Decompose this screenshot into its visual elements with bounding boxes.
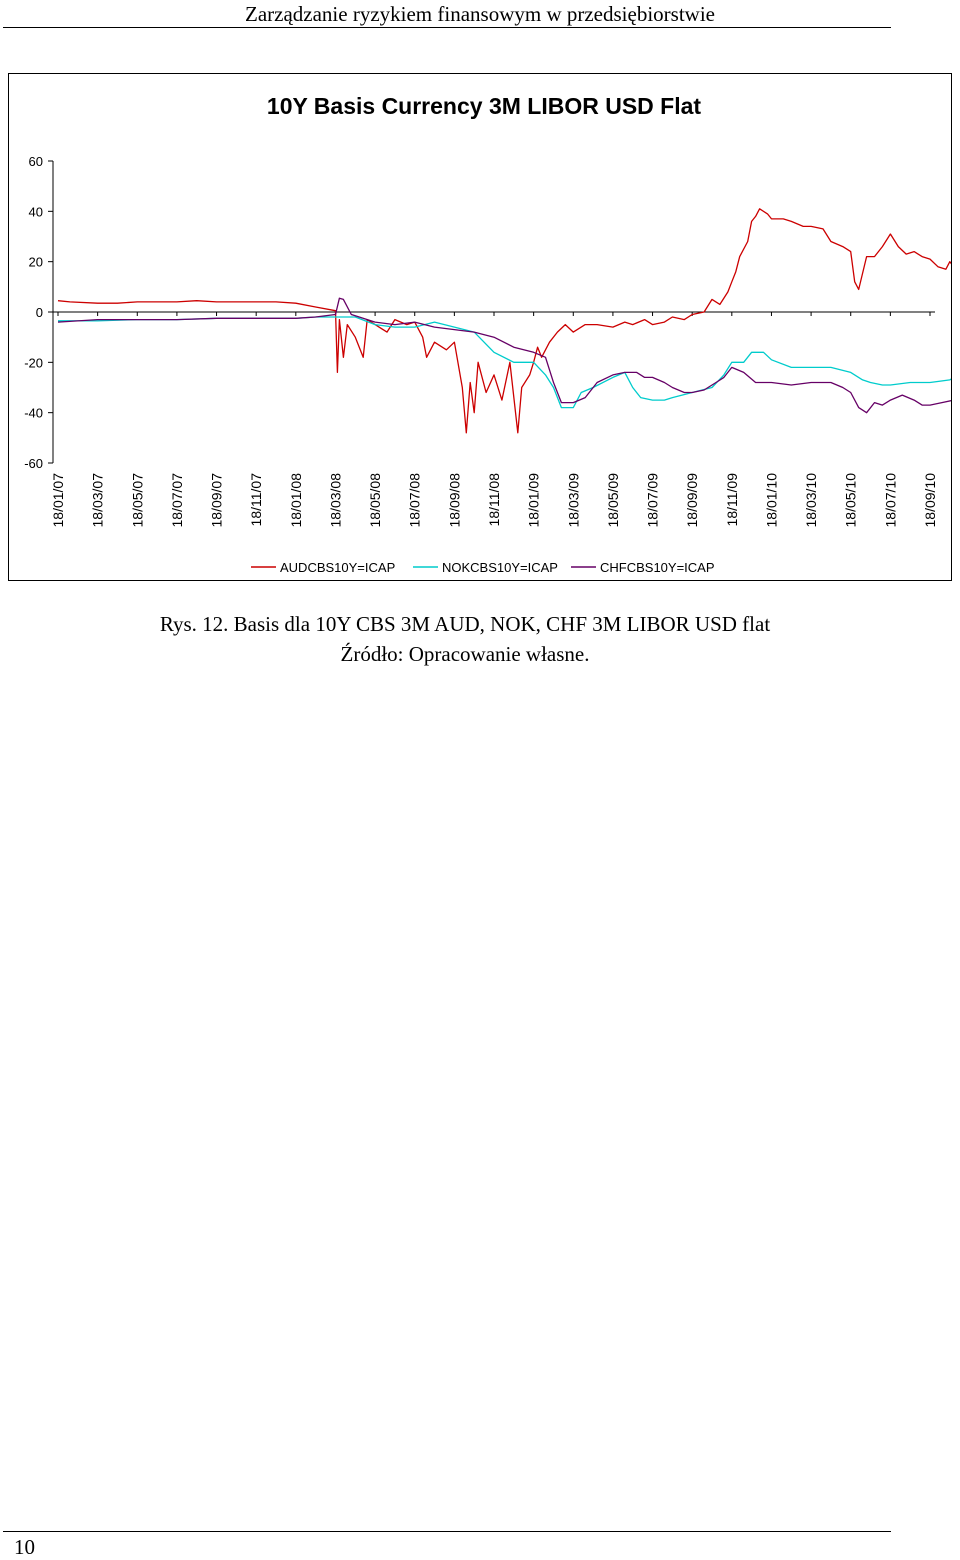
x-tick-label: 18/01/07	[50, 473, 66, 528]
x-axis: 18/01/07 18/03/07 18/05/07 18/07/07 18/09/07…	[50, 311, 938, 528]
x-tick-label: 18/07/08	[407, 473, 423, 528]
y-tick-label: 40	[29, 204, 43, 219]
x-tick-label: 18/03/08	[327, 473, 343, 528]
y-tick-label: -40	[24, 406, 43, 421]
basis-chart: 10Y Basis Currency 3M LIBOR USD Flat 60 4…	[24, 93, 951, 575]
x-tick-label: 18/09/09	[684, 473, 700, 528]
series-line-chfcbs10y-icap	[57, 297, 951, 414]
page-number: 10	[14, 1535, 35, 1559]
y-tick-label: 20	[29, 255, 43, 270]
x-tick-label: 18/07/10	[882, 473, 898, 528]
x-tick-label: 18/03/09	[565, 473, 581, 528]
x-tick-label: 18/11/07	[248, 473, 264, 527]
x-tick-label: 18/01/10	[763, 473, 779, 528]
footer-rule	[3, 1531, 891, 1532]
x-tick-label: 18/01/09	[526, 473, 542, 528]
x-tick-label: 18/05/09	[605, 473, 621, 528]
x-tick-label: 18/03/07	[90, 473, 106, 528]
y-tick-label: -20	[24, 355, 43, 370]
x-tick-label: 18/09/08	[446, 473, 462, 528]
y-tick-label: -60	[24, 456, 43, 471]
x-tick-label: 18/09/07	[209, 473, 225, 528]
figure-source: Źródło: Opracowanie własne.	[340, 642, 590, 666]
y-tick-label: 0	[36, 305, 43, 320]
x-tick-label: 18/03/10	[803, 473, 819, 528]
legend: AUDCBS10Y=ICAP NOKCBS10Y=ICAP CHFCBS10Y=IC…	[251, 560, 715, 575]
legend-label: NOKCBS10Y=ICAP	[442, 560, 558, 575]
y-tick-label: 60	[29, 154, 43, 169]
figure-caption: Rys. 12. Basis dla 10Y CBS 3M AUD, NOK, …	[159, 612, 771, 636]
y-axis: 60 40 20 0 -20 -40 -60	[24, 154, 54, 471]
x-tick-label: 18/09/10	[922, 473, 938, 528]
x-tick-label: 18/11/08	[486, 473, 502, 527]
x-tick-label: 18/05/07	[129, 473, 145, 528]
legend-label: AUDCBS10Y=ICAP	[280, 560, 395, 575]
plot-lines	[57, 208, 951, 434]
chart-title: 10Y Basis Currency 3M LIBOR USD Flat	[267, 93, 701, 119]
header-rule	[3, 27, 891, 28]
chart-frame: 10Y Basis Currency 3M LIBOR USD Flat 60 4…	[8, 73, 952, 581]
x-tick-label: 18/01/08	[288, 473, 304, 528]
x-tick-label: 18/07/07	[169, 473, 185, 528]
x-tick-label: 18/11/09	[724, 473, 740, 527]
x-tick-label: 18/07/09	[645, 473, 661, 528]
legend-label: CHFCBS10Y=ICAP	[600, 560, 715, 575]
series-line-audcbs10y-icap	[57, 208, 951, 434]
x-tick-label: 18/05/08	[367, 473, 383, 528]
page-header-title: Zarządzanie ryzykiem finansowym w przeds…	[245, 2, 715, 26]
x-tick-label: 18/05/10	[843, 473, 859, 528]
series-line-nokcbs10y-icap	[58, 316, 951, 409]
